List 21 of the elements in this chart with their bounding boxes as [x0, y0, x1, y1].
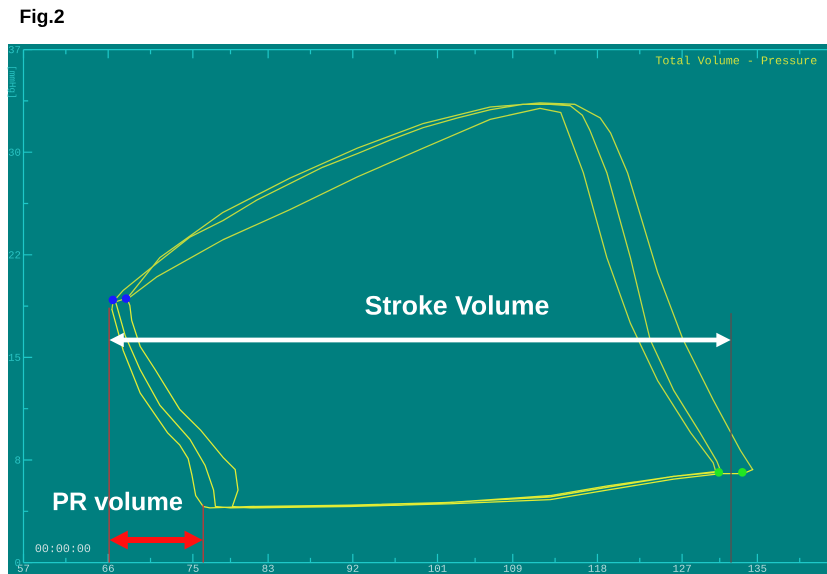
y-tick-label: 30	[8, 148, 20, 156]
y-tick-label: 37	[8, 46, 20, 54]
x-tick-label: 109	[504, 564, 522, 572]
annotation: Stroke Volume	[365, 295, 548, 315]
y-tick-label: 0	[15, 558, 20, 566]
x-tick-label: 127	[673, 564, 691, 572]
x-tick-label: 101	[428, 564, 447, 572]
caption: Fig.2	[20, 8, 64, 28]
x-tick-label: 135	[748, 564, 766, 572]
y-tick-label: 8	[15, 456, 20, 464]
x-tick-label: 66	[102, 564, 114, 572]
x-tick-label: 57	[18, 564, 30, 572]
y-axis-title: [mmHg]	[8, 66, 16, 97]
x-tick-label: 75	[187, 564, 199, 572]
x-tick-label: 83	[262, 564, 274, 572]
x-tick-label: 118	[588, 564, 606, 572]
annotation: 00:00:00	[36, 544, 90, 552]
y-tick-label: 22	[8, 251, 20, 258]
y-tick-label: 15	[8, 354, 20, 361]
chart-title: Total Volume - Pressure	[656, 56, 817, 64]
x-tick-label: 92	[347, 564, 358, 572]
